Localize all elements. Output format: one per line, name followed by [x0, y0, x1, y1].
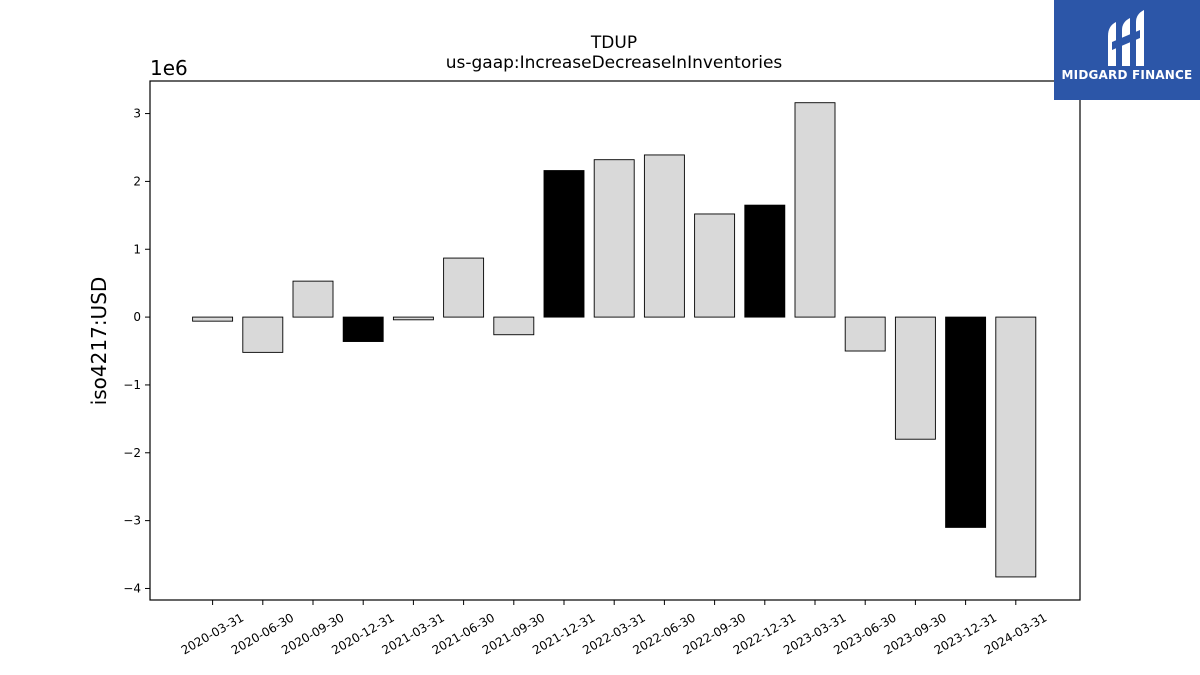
- logo-mark-icon: [1108, 10, 1144, 66]
- y-offset-label: 1e6: [150, 56, 188, 80]
- bar-2023-12-31: [945, 316, 987, 528]
- y-tick-label: 1: [133, 242, 141, 256]
- y-tick-label: 3: [133, 107, 141, 121]
- x-ticks-group: 2020-03-312020-06-302020-09-302020-12-31…: [179, 600, 1049, 657]
- y-tick-label: −1: [123, 378, 141, 392]
- bar-2023-06-30: [844, 316, 886, 352]
- y-tick-label: 0: [133, 310, 141, 324]
- plot-frame: [149, 80, 1081, 601]
- y-ticks-group: −4 −3 −2 −1 0 1 2 3: [123, 107, 150, 595]
- midgard-finance-logo: MIDGARD FINANCE: [1054, 0, 1200, 100]
- y-tick-label: 2: [133, 174, 141, 188]
- chart-title: TDUP: [590, 33, 637, 53]
- bar-2024-03-31: [995, 316, 1037, 578]
- bar-2022-06-30: [643, 154, 685, 318]
- bar-2022-09-30: [694, 213, 736, 318]
- chart-subtitle: us-gaap:IncreaseDecreaseInInventories: [446, 53, 783, 73]
- bar-2021-06-30: [443, 257, 485, 318]
- y-axis-label: iso4217:USD: [87, 277, 111, 406]
- y-tick-label: −4: [123, 581, 141, 595]
- bar-2021-03-31: [392, 316, 434, 321]
- bars-group: [192, 102, 1037, 578]
- bar-2020-03-31: [192, 316, 234, 322]
- y-tick-label: −3: [123, 514, 141, 528]
- bar-2023-03-31: [794, 102, 836, 318]
- y-tick-label: −2: [123, 446, 141, 460]
- bar-2022-12-31: [744, 204, 786, 318]
- bar-2023-09-30: [894, 316, 936, 440]
- bar-2020-09-30: [292, 280, 334, 318]
- bar-2020-12-31: [342, 316, 384, 342]
- bar-2021-12-31: [543, 170, 585, 318]
- bar-2020-06-30: [242, 316, 284, 353]
- logo-text: MIDGARD FINANCE: [1061, 68, 1193, 82]
- bar-2022-03-31: [593, 159, 635, 318]
- bar-2021-09-30: [493, 316, 535, 336]
